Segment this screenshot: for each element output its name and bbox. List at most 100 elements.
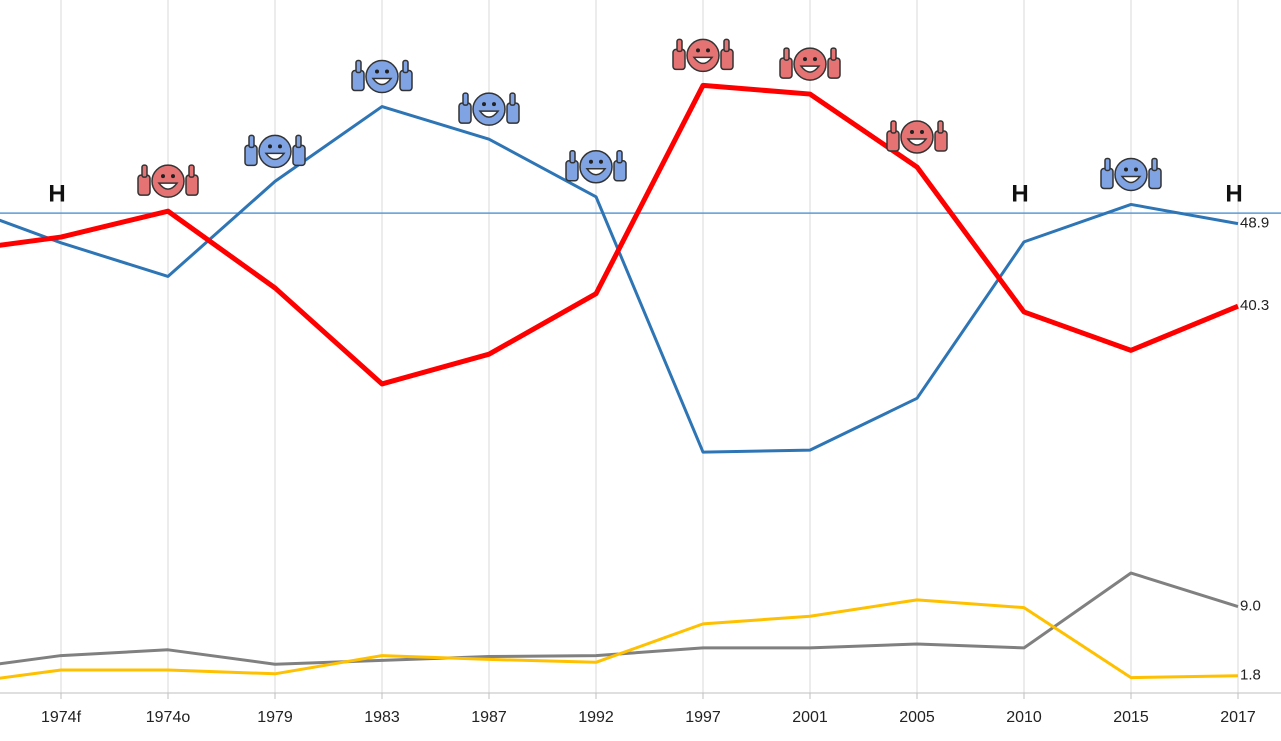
face bbox=[1114, 157, 1148, 192]
thumb-right bbox=[934, 130, 948, 152]
thumb-tip-left bbox=[355, 59, 362, 74]
eye bbox=[161, 174, 165, 179]
face bbox=[579, 150, 613, 184]
smile bbox=[264, 152, 286, 161]
eye bbox=[813, 57, 817, 62]
face bbox=[900, 120, 934, 154]
x-tick-label: 2015 bbox=[1113, 709, 1149, 726]
eye bbox=[920, 130, 924, 135]
thumb-left bbox=[137, 174, 151, 196]
x-tick-label: 2001 bbox=[792, 709, 828, 726]
thumb-right bbox=[1148, 167, 1162, 190]
smile bbox=[692, 56, 714, 65]
eye bbox=[375, 69, 379, 74]
thumb-tip-right bbox=[1151, 157, 1158, 172]
thumb-tip-left bbox=[141, 164, 148, 178]
value-label: 48.9 bbox=[1240, 215, 1269, 232]
thumb-tip-left bbox=[890, 120, 897, 134]
thumb-left bbox=[779, 57, 793, 79]
smile bbox=[371, 77, 393, 86]
smile bbox=[478, 110, 500, 118]
face bbox=[258, 134, 292, 169]
thumb-tip-left bbox=[1104, 157, 1111, 172]
thumbs-up-icon bbox=[137, 164, 199, 198]
thumbs-up-icon bbox=[779, 47, 841, 81]
x-tick-label: 1997 bbox=[685, 709, 721, 726]
series-line bbox=[0, 105, 1239, 454]
eye bbox=[1134, 167, 1138, 172]
x-tick-label: 2010 bbox=[1006, 709, 1042, 726]
eye bbox=[482, 102, 486, 107]
face bbox=[472, 92, 506, 126]
x-tick-label: 1992 bbox=[578, 709, 614, 726]
eye bbox=[599, 159, 603, 164]
series-line bbox=[0, 571, 1239, 666]
eye bbox=[171, 174, 175, 179]
thumb-left bbox=[244, 144, 258, 167]
smile bbox=[799, 65, 821, 73]
thumb-right bbox=[399, 69, 413, 92]
thumb-tip-left bbox=[676, 38, 683, 53]
thumb-tip-right bbox=[723, 38, 730, 53]
eye bbox=[1124, 167, 1128, 172]
series-line bbox=[0, 598, 1239, 680]
thumb-right bbox=[292, 144, 306, 167]
face bbox=[686, 38, 720, 73]
eye bbox=[910, 130, 914, 135]
thumb-left bbox=[458, 102, 472, 124]
thumb-left bbox=[886, 130, 900, 152]
value-label: 9.0 bbox=[1240, 598, 1261, 615]
face bbox=[793, 47, 827, 81]
thumb-tip-right bbox=[188, 164, 195, 178]
smile bbox=[157, 182, 179, 190]
hung-label: H bbox=[1225, 180, 1242, 207]
thumb-right bbox=[506, 102, 520, 124]
face bbox=[365, 59, 399, 94]
thumb-tip-right bbox=[830, 47, 837, 61]
thumb-right bbox=[827, 57, 841, 79]
eye bbox=[589, 159, 593, 164]
x-tick-label: 1987 bbox=[471, 709, 507, 726]
thumb-left bbox=[672, 48, 686, 71]
thumb-tip-right bbox=[295, 134, 302, 149]
eye bbox=[803, 57, 807, 62]
thumbs-up-icon bbox=[458, 92, 520, 126]
eye bbox=[696, 48, 700, 53]
smile bbox=[1120, 175, 1142, 184]
thumb-tip-left bbox=[248, 134, 255, 149]
thumb-tip-right bbox=[616, 150, 623, 164]
hung-label: H bbox=[1011, 180, 1028, 207]
x-tick-label: 2017 bbox=[1220, 709, 1256, 726]
thumb-left bbox=[565, 160, 579, 182]
smile bbox=[585, 168, 607, 176]
x-tick-label: 1974o bbox=[146, 709, 191, 726]
thumb-tip-left bbox=[569, 150, 576, 164]
x-tick-label: 1974f bbox=[41, 709, 82, 726]
smile bbox=[906, 138, 928, 146]
eye bbox=[706, 48, 710, 53]
x-tick-label: 1983 bbox=[364, 709, 400, 726]
thumbs-up-icon bbox=[886, 120, 948, 154]
hung-label: H bbox=[48, 180, 65, 207]
eye bbox=[385, 69, 389, 74]
thumb-right bbox=[185, 174, 199, 196]
thumb-tip-right bbox=[509, 92, 516, 106]
thumb-left bbox=[351, 69, 365, 92]
face bbox=[151, 164, 185, 198]
thumb-right bbox=[613, 160, 627, 182]
eye bbox=[268, 144, 272, 149]
thumbs-up-icon bbox=[565, 150, 627, 184]
thumbs-up-icon bbox=[244, 134, 306, 169]
thumbs-up-icon bbox=[1100, 157, 1162, 192]
thumb-tip-right bbox=[402, 59, 409, 74]
value-label: 40.3 bbox=[1240, 297, 1269, 314]
thumb-tip-right bbox=[937, 120, 944, 134]
series-line bbox=[0, 82, 1239, 387]
thumbs-up-icon bbox=[672, 38, 734, 73]
thumb-tip-left bbox=[462, 92, 469, 106]
x-tick-label: 1979 bbox=[257, 709, 293, 726]
thumb-left bbox=[1100, 167, 1114, 190]
thumb-right bbox=[720, 48, 734, 71]
